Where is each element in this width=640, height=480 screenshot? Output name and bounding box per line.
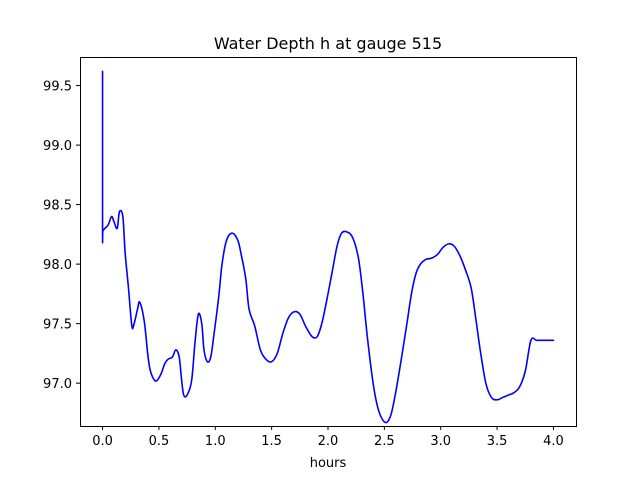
x-tick-label: 1.5 <box>261 434 282 449</box>
plot-frame <box>80 57 577 427</box>
x-axis: 0.0 0.5 1.0 1.5 2.0 2.5 3.0 3.5 4.0 <box>92 426 564 449</box>
x-tick-label: 3.0 <box>430 434 451 449</box>
x-tick-label: 3.5 <box>487 434 508 449</box>
x-tick-label: 1.0 <box>205 434 226 449</box>
chart-title: Water Depth h at gauge 515 <box>214 34 442 53</box>
y-tick-label: 99.0 <box>43 139 72 154</box>
y-tick-label: 97.5 <box>43 318 72 333</box>
y-tick-label: 98.0 <box>43 258 72 273</box>
x-axis-label: hours <box>310 456 347 471</box>
y-tick-label: 99.5 <box>43 80 72 95</box>
y-axis: 97.0 97.5 98.0 98.5 99.0 99.5 <box>43 80 80 392</box>
x-tick-label: 4.0 <box>543 434 564 449</box>
x-tick-label: 2.5 <box>374 434 395 449</box>
x-tick-label: 0.0 <box>92 434 113 449</box>
plot-series <box>101 70 555 424</box>
x-tick-label: 2.0 <box>318 434 339 449</box>
x-tick-label: 0.5 <box>149 434 170 449</box>
y-tick-label: 98.5 <box>43 199 72 214</box>
series-line <box>101 70 555 424</box>
y-tick-label: 97.0 <box>43 377 72 392</box>
